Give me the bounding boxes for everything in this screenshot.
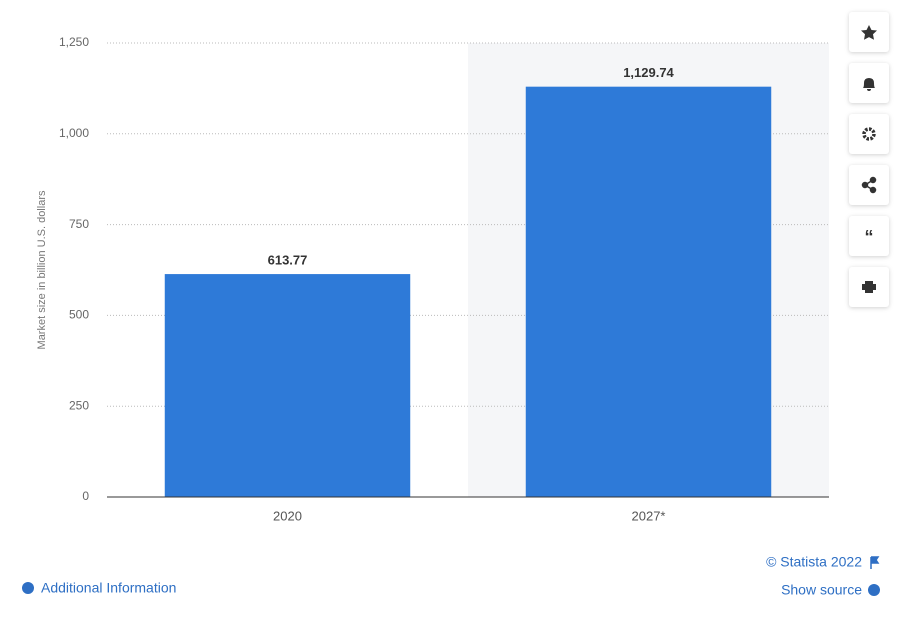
y-tick-label: 250	[69, 398, 89, 412]
info-icon	[22, 582, 34, 594]
settings-button[interactable]	[849, 114, 889, 154]
x-tick-label: 2020	[273, 508, 302, 523]
y-tick-label: 1,000	[59, 126, 89, 140]
footer: Additional Information © Statista 2022 S…	[22, 554, 880, 598]
star-icon	[861, 25, 877, 40]
show-source-link[interactable]: Show source	[781, 582, 862, 598]
y-tick-label: 750	[69, 217, 89, 231]
bell-icon	[863, 78, 875, 91]
copyright[interactable]: © Statista 2022	[766, 554, 862, 570]
share-button[interactable]	[849, 165, 889, 205]
bar	[525, 86, 772, 497]
share-icon	[861, 176, 877, 194]
y-axis-label: Market size in billion U.S. dollars	[36, 190, 48, 349]
y-tick-label: 0	[82, 489, 89, 503]
quote-icon: “	[865, 227, 874, 247]
toolbar: “	[849, 12, 889, 307]
y-tick-label: 1,250	[59, 35, 89, 49]
y-tick-label: 500	[69, 308, 89, 322]
additional-info-link[interactable]: Additional Information	[41, 580, 176, 596]
x-tick-label: 2027*	[632, 508, 666, 523]
flag-icon	[870, 556, 880, 569]
value-label: 1,129.74	[623, 65, 674, 80]
cite-button[interactable]	[849, 216, 889, 256]
print-icon	[862, 281, 876, 293]
value-label: 613.77	[268, 253, 308, 268]
gear-icon	[862, 127, 876, 141]
info-icon	[868, 584, 880, 596]
bar	[164, 274, 411, 497]
